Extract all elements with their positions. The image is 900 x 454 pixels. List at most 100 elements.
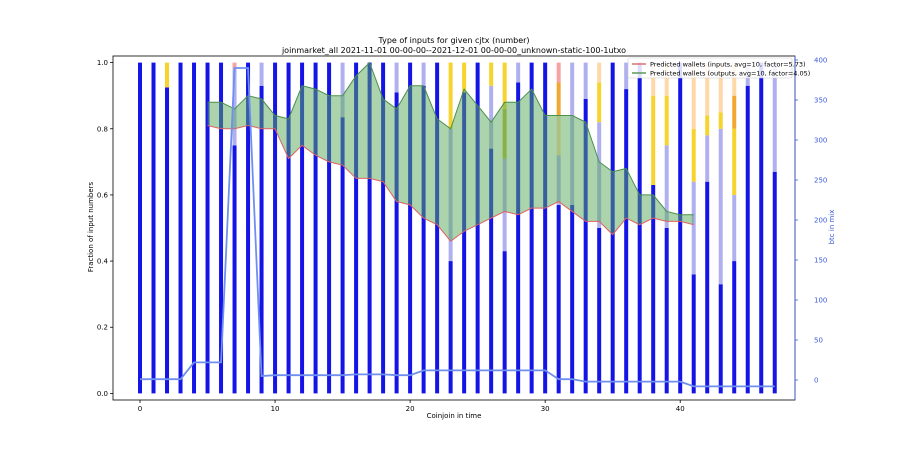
x-tick-label: 40 (676, 405, 685, 413)
bar-segment-other_a (597, 82, 602, 123)
legend: Predicted wallets (inputs, avg=10, facto… (627, 57, 810, 79)
bar-segment-fresh (705, 181, 710, 394)
bar-segment-fresh (286, 62, 291, 394)
predicted-wallets-band (207, 62, 694, 242)
bar-segment-other_a (718, 112, 723, 129)
bar-segment-fresh (408, 62, 413, 394)
bar-segment-fresh (678, 62, 683, 394)
bar-segment-other_a (651, 95, 656, 185)
bar-segment-other_a (691, 128, 696, 182)
y-tick-label: 0.8 (97, 125, 108, 133)
x-tick-label: 10 (271, 405, 280, 413)
bar-segment-fresh (637, 62, 642, 394)
y-tick-label: 0.4 (97, 258, 109, 266)
bar-segment-other_b (732, 62, 737, 96)
right-tick-label: 150 (814, 257, 827, 265)
x-tick-label: 20 (406, 405, 415, 413)
bar-segment-fresh (273, 62, 278, 394)
chart-title: Type of inputs for given cjtx (number) (377, 36, 529, 45)
bar-segment-other_a (664, 95, 669, 146)
bar-segment-fresh (178, 62, 183, 394)
bar-segment-fresh (232, 145, 237, 394)
bar-segment-fresh (624, 89, 629, 394)
bar-segment-remix (259, 62, 264, 86)
bar-segment-remix (583, 62, 588, 99)
bar-segment-other_a (462, 62, 467, 93)
bar-segment-remix (394, 62, 399, 93)
bar-segment-remix (340, 62, 345, 118)
bar-segment-fresh (651, 185, 656, 394)
y-tick-label: 0.2 (97, 324, 108, 332)
bar-segment-remix (705, 135, 710, 182)
right-tick-label: 400 (814, 57, 827, 65)
legend-label: Predicted wallets (outputs, avg=10, fact… (650, 70, 810, 78)
bar-segment-fresh (732, 261, 737, 394)
bar-segment-remix (516, 62, 521, 83)
right-tick-label: 300 (814, 137, 827, 145)
x-tick-label: 30 (541, 405, 550, 413)
bar-segment-fresh (327, 62, 332, 394)
bar-segment-fresh (664, 228, 669, 394)
bar-segment-fresh (435, 62, 440, 394)
bar-segment-other_a (502, 62, 507, 109)
bar-segment-fresh (475, 62, 480, 394)
bar-segment-other_b (718, 62, 723, 113)
series-line-btc-in-mix (140, 67, 775, 388)
bar-segment-fresh (219, 62, 224, 394)
right-axis-label: btc in mix (828, 210, 836, 245)
chart-subtitle: joinmarket_all 2021-11-01 00-00-00--2021… (281, 46, 626, 55)
bar-segment-other_b (691, 62, 696, 129)
bar-segment-fresh (543, 62, 548, 394)
bar-segment-remix (624, 62, 629, 90)
legend-box (627, 57, 793, 79)
bar-segment-remix (718, 128, 723, 285)
bar-segment-fresh (354, 62, 359, 394)
bar-segment-fresh (205, 62, 210, 394)
bar-segment-fresh (759, 62, 764, 394)
plot-area: 0.00.20.40.60.81.00 10 20 30 400501001502002… (97, 55, 827, 413)
bar-segment-fresh (772, 171, 777, 394)
bar-segment-fresh (246, 62, 251, 394)
right-tick-label: 100 (814, 297, 827, 305)
bar-segment-remix (691, 181, 696, 275)
y-tick-label: 1.0 (97, 59, 108, 67)
bar-segment-fresh (529, 62, 534, 394)
bar-segment-other_c (556, 62, 561, 83)
bar-segment-fresh (394, 92, 399, 394)
right-tick-label: 200 (814, 217, 827, 225)
bar-segment-fresh (462, 92, 467, 394)
bar-segment-fresh (300, 62, 305, 394)
bar-segment-other_d (732, 95, 737, 129)
right-tick-label: 250 (814, 177, 827, 185)
series-line-inputs (207, 124, 694, 242)
bar-segment-remix (489, 85, 494, 149)
bar-segment-fresh (570, 204, 575, 394)
bar-segment-fresh (313, 62, 318, 394)
bar-segment-fresh (138, 62, 143, 394)
bar-segment-fresh (718, 284, 723, 394)
bar-segment-fresh (381, 62, 386, 394)
bar-segment-fresh (259, 85, 264, 394)
y-tick-label: 0.6 (97, 191, 109, 199)
bar-segment-fresh (502, 251, 507, 394)
right-tick-label: 350 (814, 97, 827, 105)
bar-segment-remix (421, 62, 426, 86)
bar-segment-fresh (489, 148, 494, 394)
bar-segment-fresh (691, 274, 696, 394)
bar-segment-remix (772, 62, 777, 172)
bar-segment-other_a (489, 62, 494, 86)
legend-label: Predicted wallets (inputs, avg=10, facto… (650, 61, 806, 69)
right-tick-label: 0 (814, 377, 818, 385)
bar-segment-fresh (367, 62, 372, 394)
bar-segment-other_b (651, 62, 656, 96)
y-tick-label: 0.0 (97, 390, 108, 398)
bar-segment-other_a (448, 62, 453, 129)
bar-segment-other_d (556, 82, 561, 116)
bar-segment-other_a (165, 62, 170, 88)
bar-segment-other_c (232, 62, 237, 70)
bar-segment-fresh (192, 62, 197, 394)
bar-segment-fresh (151, 62, 156, 394)
x-axis-label: Coinjoin in time (427, 412, 482, 420)
bar-segment-other_b (705, 62, 710, 116)
